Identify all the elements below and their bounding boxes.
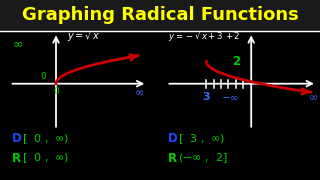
Text: R: R [168, 152, 177, 165]
Text: $- \infty$: $- \infty$ [221, 92, 239, 102]
Text: $\infty$: $\infty$ [12, 38, 23, 51]
Text: $[$  0 ,  $\infty)$: $[$ 0 , $\infty)$ [22, 152, 69, 165]
Text: $\infty$: $\infty$ [308, 92, 318, 102]
Text: $y = \sqrt{x}$: $y = \sqrt{x}$ [67, 30, 102, 44]
Text: $[$  3 ,  $\infty)$: $[$ 3 , $\infty)$ [178, 132, 225, 145]
Text: D: D [12, 132, 22, 145]
Bar [0, 0, 320, 31]
Text: 2: 2 [232, 55, 240, 68]
Text: $\infty$: $\infty$ [134, 87, 144, 97]
Text: 0: 0 [40, 72, 46, 81]
Text: R: R [12, 152, 21, 165]
Text: 0: 0 [53, 87, 59, 96]
Text: D: D [168, 132, 178, 145]
Text: $(-\infty$ ,  $2]$: $(-\infty$ , $2]$ [178, 152, 227, 165]
Text: 3: 3 [202, 92, 210, 102]
Text: $[$  0 ,  $\infty)$: $[$ 0 , $\infty)$ [22, 132, 69, 145]
Text: $y = -\sqrt{x+3} + 2$: $y = -\sqrt{x+3} + 2$ [168, 30, 241, 44]
Text: Graphing Radical Functions: Graphing Radical Functions [22, 6, 298, 24]
